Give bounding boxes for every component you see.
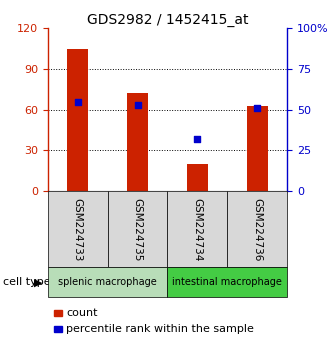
Text: intestinal macrophage: intestinal macrophage [172,277,282,287]
Point [195,136,200,142]
Text: GSM224733: GSM224733 [73,198,83,261]
Point [75,99,81,104]
Bar [187,164,208,191]
Text: GSM224735: GSM224735 [133,198,143,261]
Bar [127,93,148,191]
Bar [247,105,268,191]
Text: GSM224736: GSM224736 [252,198,262,261]
Title: GDS2982 / 1452415_at: GDS2982 / 1452415_at [87,13,248,27]
Text: percentile rank within the sample: percentile rank within the sample [66,324,254,334]
Text: splenic macrophage: splenic macrophage [58,277,157,287]
Text: GSM224734: GSM224734 [192,198,202,261]
Point [254,105,260,111]
Point [135,102,140,108]
Text: cell type: cell type [3,277,51,287]
Text: count: count [66,308,97,318]
Bar [67,49,88,191]
Text: ▶: ▶ [34,277,42,287]
